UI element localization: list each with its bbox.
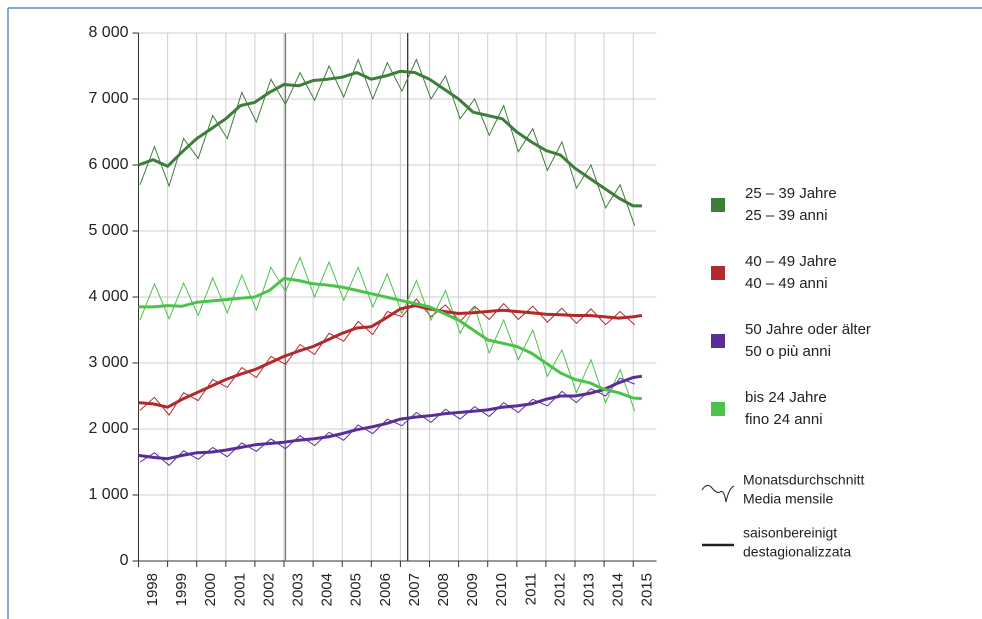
trend-line <box>138 374 643 461</box>
monthly-line <box>139 256 636 412</box>
trend-line <box>138 277 643 401</box>
legend-monthly-icon <box>701 484 735 503</box>
x-tick-label: 2000 <box>202 573 219 606</box>
legend-label: fino 24 anni <box>745 411 823 428</box>
x-tick-label: 2013 <box>581 573 598 606</box>
x-tick-label: 2008 <box>435 573 452 606</box>
legend-label: 40 – 49 anni <box>745 275 828 292</box>
legend-label: 50 Jahre oder älter <box>745 321 871 338</box>
legend-label: 40 – 49 Jahre <box>745 253 837 270</box>
y-tick-label: 0 <box>120 552 129 569</box>
x-tick-label: 2009 <box>464 573 481 606</box>
x-tick-label: 2003 <box>290 573 307 606</box>
legend-swatch <box>711 266 725 280</box>
monthly-line <box>139 57 636 226</box>
x-tick-label: 2005 <box>348 573 365 606</box>
y-tick-label: 6 000 <box>88 156 128 173</box>
x-tick-label: 2015 <box>639 573 656 606</box>
x-tick-label: 1999 <box>173 573 190 606</box>
y-tick-label: 1 000 <box>88 486 128 503</box>
trend-line <box>138 304 643 409</box>
line-legend-label: destagionalizzata <box>743 544 851 560</box>
legend-swatch <box>711 402 725 416</box>
x-tick-label: 2012 <box>551 573 568 606</box>
monthly-line <box>139 377 635 466</box>
legend-swatch <box>711 198 725 212</box>
y-tick-label: 4 000 <box>88 288 128 305</box>
legend-label: 50 o più anni <box>745 343 831 360</box>
y-tick-label: 2 000 <box>88 420 128 437</box>
y-tick-label: 3 000 <box>88 354 128 371</box>
monthly-line <box>139 298 636 416</box>
trend-line <box>137 69 642 208</box>
x-tick-label: 2010 <box>493 573 510 606</box>
y-tick-label: 7 000 <box>88 90 128 107</box>
x-tick-label: 1998 <box>144 573 161 606</box>
line-legend-label: Media mensile <box>743 491 833 507</box>
x-tick-label: 2014 <box>610 573 627 606</box>
x-tick-label: 2002 <box>260 573 277 606</box>
line-legend-label: saisonbereinigt <box>743 525 837 541</box>
legend-swatch <box>711 334 725 348</box>
x-tick-label: 2007 <box>406 573 423 606</box>
legend-label: 25 – 39 anni <box>745 207 828 224</box>
legend-label: bis 24 Jahre <box>745 389 827 406</box>
x-tick-label: 2001 <box>231 573 248 606</box>
y-tick-label: 8 000 <box>88 24 128 41</box>
legend-label: 25 – 39 Jahre <box>745 185 837 202</box>
y-tick-label: 5 000 <box>88 222 128 239</box>
x-tick-label: 2006 <box>377 573 394 606</box>
line-legend-label: Monatsdurchschnitt <box>743 472 865 488</box>
x-tick-label: 2011 <box>522 573 539 605</box>
x-tick-label: 2004 <box>319 573 336 606</box>
